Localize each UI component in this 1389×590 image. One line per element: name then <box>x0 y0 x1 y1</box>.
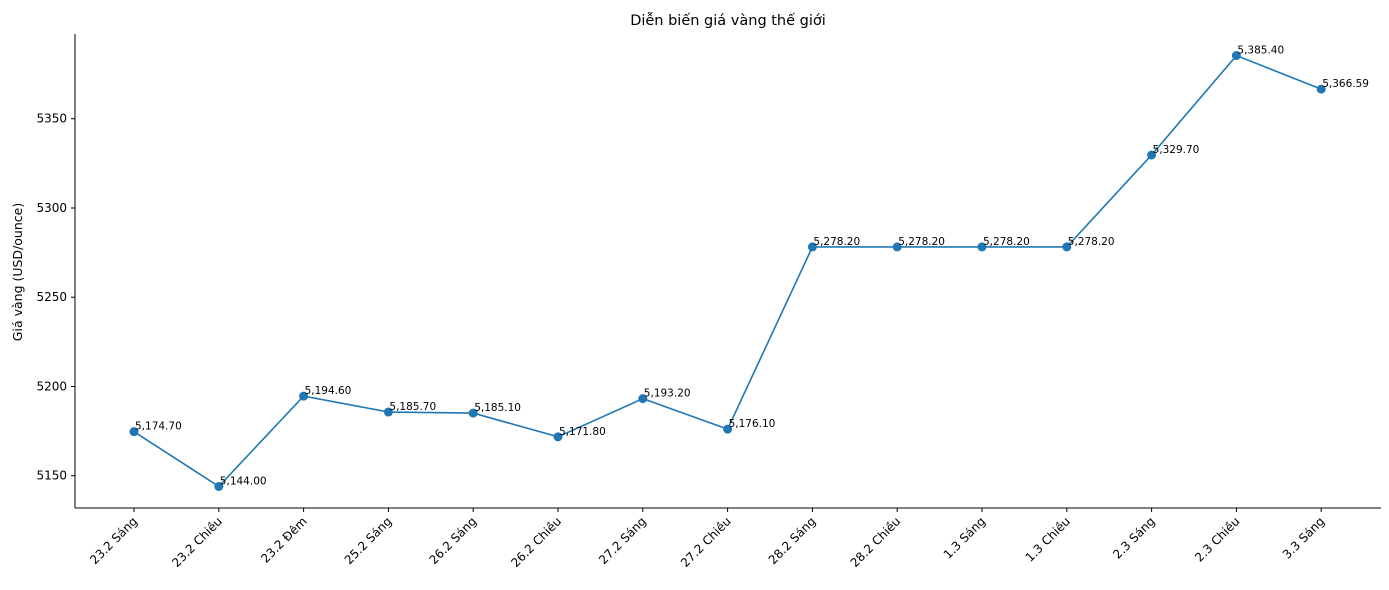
data-point <box>977 242 987 252</box>
x-tick-label: 27.2 Sáng <box>596 514 649 567</box>
data-point <box>1316 84 1326 94</box>
y-tick-label: 5350 <box>36 112 67 126</box>
series-line <box>133 54 1322 488</box>
x-tick-label: 23.2 Sáng <box>87 514 140 567</box>
data-label: 5,366.59 <box>1322 78 1369 90</box>
data-point <box>468 408 478 418</box>
x-tick-label: 1.3 Sáng <box>941 514 988 561</box>
data-point <box>553 432 563 442</box>
data-label: 5,174.70 <box>135 421 182 433</box>
data-label: 5,193.20 <box>644 388 691 400</box>
data-point <box>299 391 309 401</box>
data-point <box>1147 150 1157 160</box>
data-point <box>807 242 817 252</box>
data-point <box>723 424 733 434</box>
data-label: 5,171.80 <box>559 426 606 438</box>
x-tick-label: 3.3 Sáng <box>1280 514 1327 561</box>
data-label: 5,278.20 <box>898 236 945 248</box>
data-point <box>1062 242 1072 252</box>
y-tick-label: 5200 <box>36 379 67 393</box>
x-tick-label: 25.2 Sáng <box>342 514 395 567</box>
data-label: 5,144.00 <box>220 475 267 487</box>
data-label: 5,185.10 <box>474 402 521 414</box>
y-tick-label: 5300 <box>36 201 67 215</box>
x-tick-label: 27.2 Chiều <box>678 514 734 570</box>
x-tick-label: 23.2 Chiều <box>169 514 225 570</box>
x-tick-label: 26.2 Chiều <box>508 514 564 570</box>
data-label: 5,329.70 <box>1153 144 1200 156</box>
data-label: 5,385.40 <box>1237 45 1284 57</box>
x-tick-label: 2.3 Chiều <box>1192 514 1242 564</box>
axes: 5150 5200 5250 5300 5350 23.2 Sáng 23.2 Chiều 2… <box>36 34 1381 570</box>
y-tick-label: 5250 <box>36 290 67 304</box>
chart-title: Diễn biến giá vàng thế giới <box>630 12 826 29</box>
y-axis-label: Giá vàng (USD/ounce) <box>10 203 25 341</box>
x-tick-label: 2.3 Sáng <box>1110 514 1157 561</box>
data-label: 5,176.10 <box>729 418 776 430</box>
data-point <box>638 394 648 404</box>
data-label: 5,185.70 <box>389 401 436 413</box>
data-label: 5,278.20 <box>983 236 1030 248</box>
data-label: 5,278.20 <box>1068 236 1115 248</box>
data-point <box>383 407 393 417</box>
data-point <box>1231 51 1241 61</box>
series-layer: 5,174.70 5,144.00 5,194.60 5,185.70 5,185.10… <box>129 45 1369 491</box>
x-tick-label: 23.2 Đêm <box>258 514 310 566</box>
data-point <box>129 427 139 437</box>
data-label: 5,194.60 <box>305 385 352 397</box>
data-point <box>214 481 224 491</box>
data-point <box>892 242 902 252</box>
x-tick-label: 28.2 Chiều <box>848 514 904 570</box>
y-tick-label: 5150 <box>36 469 67 483</box>
x-tick-label: 28.2 Sáng <box>766 514 819 567</box>
x-tick-label: 26.2 Sáng <box>426 514 479 567</box>
data-label: 5,278.20 <box>813 236 860 248</box>
x-tick-label: 1.3 Chiều <box>1023 514 1073 564</box>
